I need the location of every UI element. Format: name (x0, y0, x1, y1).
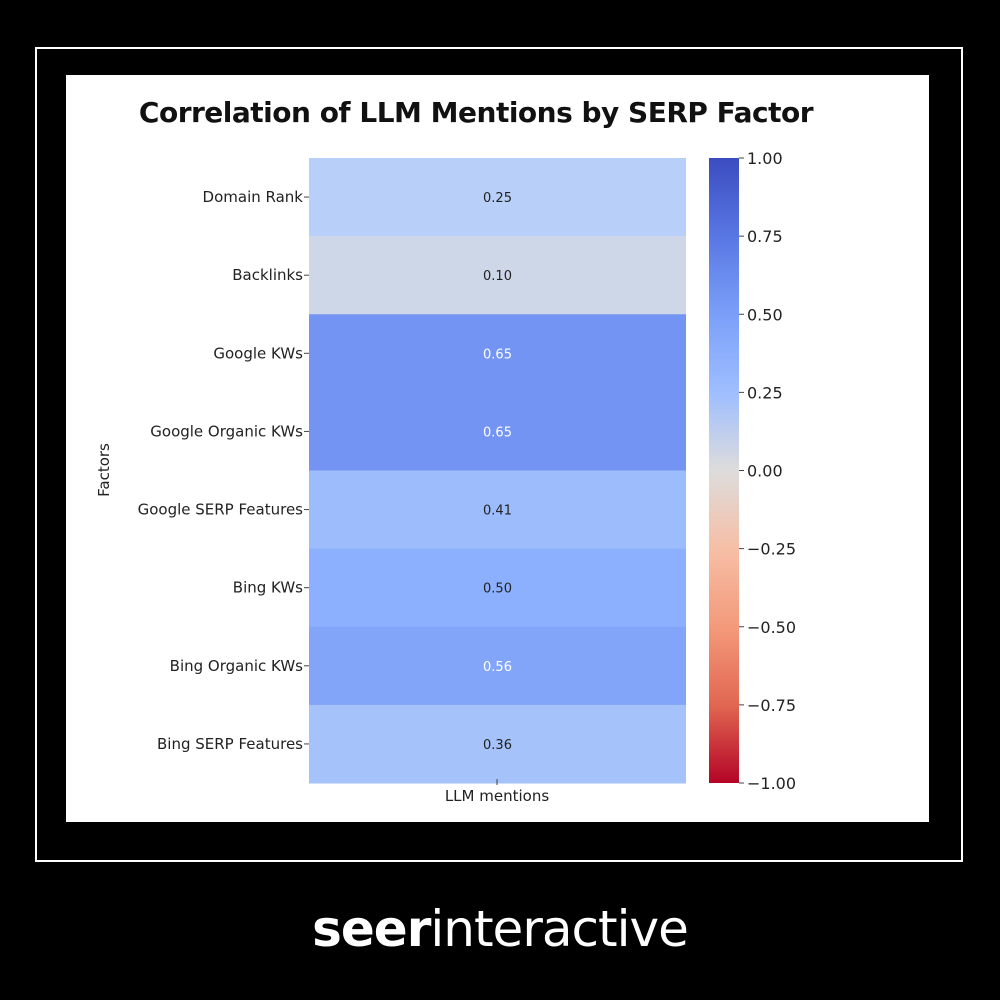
colorbar-tick-label: −1.00 (747, 774, 796, 793)
colorbar-tick-label: 0.00 (747, 462, 783, 481)
cell-value-label: 0.25 (483, 191, 512, 206)
cell-value-label: 0.10 (483, 269, 512, 284)
heatmap-cell (309, 236, 686, 315)
colorbar-tick-label: 0.50 (747, 305, 783, 324)
colorbar-tick-label: 0.75 (747, 227, 783, 246)
y-tick-label: Bing SERP Features (157, 735, 303, 753)
cell-value-label: 0.41 (483, 504, 512, 519)
cell-value-label: 0.50 (483, 582, 512, 597)
outer-frame (35, 47, 963, 862)
x-tick-label: LLM mentions (445, 787, 550, 805)
y-tick-label: Google KWs (213, 344, 303, 362)
heatmap-cell (309, 314, 686, 393)
colorbar-tick-label: 0.25 (747, 383, 783, 402)
heatmap-cell (309, 548, 686, 628)
colorbar-tick-label: −0.25 (747, 540, 796, 559)
y-tick-label: Backlinks (232, 266, 303, 284)
cell-value-label: 0.56 (483, 660, 512, 675)
heatmap-cell (309, 704, 686, 784)
heatmap-cell (309, 392, 686, 471)
logo-bold-text: seer (312, 900, 431, 958)
y-tick-label: Bing KWs (233, 579, 303, 597)
heatmap-cell (309, 470, 686, 550)
y-tick-label: Google SERP Features (138, 501, 304, 519)
logo-light-text: interactive (430, 900, 688, 958)
heatmap-cell (309, 158, 686, 237)
heatmap-cell (309, 626, 686, 706)
cell-value-label: 0.36 (483, 738, 512, 753)
colorbar-tick-label: −0.50 (747, 618, 796, 637)
seer-interactive-logo: seerinteractive (0, 900, 1000, 958)
colorbar (709, 158, 739, 783)
chart-title: Correlation of LLM Mentions by SERP Fact… (138, 96, 814, 129)
colorbar-tick-label: −0.75 (747, 696, 796, 715)
colorbar-tick-label: 1.00 (747, 149, 783, 168)
y-axis-label: Factors (95, 443, 113, 497)
y-tick-label: Google Organic KWs (150, 422, 303, 440)
y-tick-label: Domain Rank (203, 188, 304, 206)
y-tick-label: Bing Organic KWs (170, 657, 304, 675)
cell-value-label: 0.65 (483, 347, 512, 362)
cell-value-label: 0.65 (483, 425, 512, 440)
